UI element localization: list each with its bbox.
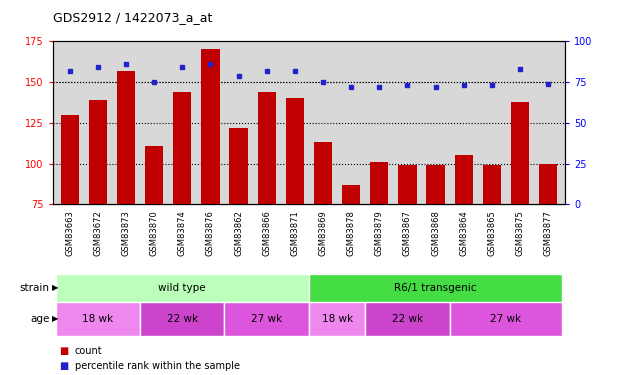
- Text: GSM83871: GSM83871: [291, 210, 299, 256]
- Text: wild type: wild type: [158, 283, 206, 293]
- Text: GSM83874: GSM83874: [178, 210, 187, 256]
- Bar: [455, 156, 473, 204]
- Bar: [398, 165, 417, 204]
- Bar: [60, 115, 79, 204]
- Text: count: count: [75, 346, 102, 355]
- Bar: [56, 302, 140, 336]
- Text: GSM83866: GSM83866: [262, 210, 271, 256]
- Bar: [89, 100, 107, 204]
- Bar: [511, 102, 529, 204]
- Bar: [140, 302, 225, 336]
- Bar: [145, 146, 163, 204]
- Bar: [229, 128, 248, 204]
- Bar: [258, 92, 276, 204]
- Text: 22 wk: 22 wk: [392, 314, 423, 324]
- Text: GSM83663: GSM83663: [65, 210, 74, 256]
- Text: age: age: [30, 314, 50, 324]
- Bar: [309, 302, 365, 336]
- Text: ■: ■: [59, 361, 68, 370]
- Bar: [56, 274, 309, 302]
- Text: GSM83877: GSM83877: [544, 210, 553, 256]
- Text: GSM83879: GSM83879: [375, 210, 384, 256]
- Bar: [286, 98, 304, 204]
- Bar: [117, 70, 135, 204]
- Text: GSM83864: GSM83864: [460, 210, 468, 256]
- Text: percentile rank within the sample: percentile rank within the sample: [75, 361, 240, 370]
- Bar: [309, 274, 562, 302]
- Text: ■: ■: [59, 346, 68, 355]
- Text: GDS2912 / 1422073_a_at: GDS2912 / 1422073_a_at: [53, 11, 212, 24]
- Text: R6/1 transgenic: R6/1 transgenic: [394, 283, 477, 293]
- Bar: [370, 162, 389, 204]
- Bar: [342, 185, 360, 204]
- Bar: [173, 92, 191, 204]
- Text: GSM83869: GSM83869: [319, 210, 327, 256]
- Text: 22 wk: 22 wk: [166, 314, 198, 324]
- Text: GSM83873: GSM83873: [122, 210, 130, 256]
- Bar: [427, 165, 445, 204]
- Text: GSM83672: GSM83672: [93, 210, 102, 256]
- Text: 18 wk: 18 wk: [322, 314, 353, 324]
- Bar: [201, 50, 220, 204]
- Text: GSM83878: GSM83878: [347, 210, 356, 256]
- Text: GSM83868: GSM83868: [431, 210, 440, 256]
- Text: GSM83862: GSM83862: [234, 210, 243, 256]
- Text: GSM83870: GSM83870: [150, 210, 158, 256]
- Text: ▶: ▶: [52, 314, 58, 323]
- Text: 27 wk: 27 wk: [491, 314, 522, 324]
- Text: 27 wk: 27 wk: [251, 314, 283, 324]
- Bar: [539, 164, 558, 204]
- Bar: [365, 302, 450, 336]
- Bar: [450, 302, 562, 336]
- Text: strain: strain: [20, 283, 50, 293]
- Text: 18 wk: 18 wk: [82, 314, 114, 324]
- Text: GSM83867: GSM83867: [403, 210, 412, 256]
- Text: GSM83865: GSM83865: [487, 210, 496, 256]
- Bar: [483, 165, 501, 204]
- Text: GSM83876: GSM83876: [206, 210, 215, 256]
- Text: ▶: ▶: [52, 284, 58, 292]
- Text: GSM83875: GSM83875: [515, 210, 525, 256]
- Bar: [314, 142, 332, 204]
- Bar: [225, 302, 309, 336]
